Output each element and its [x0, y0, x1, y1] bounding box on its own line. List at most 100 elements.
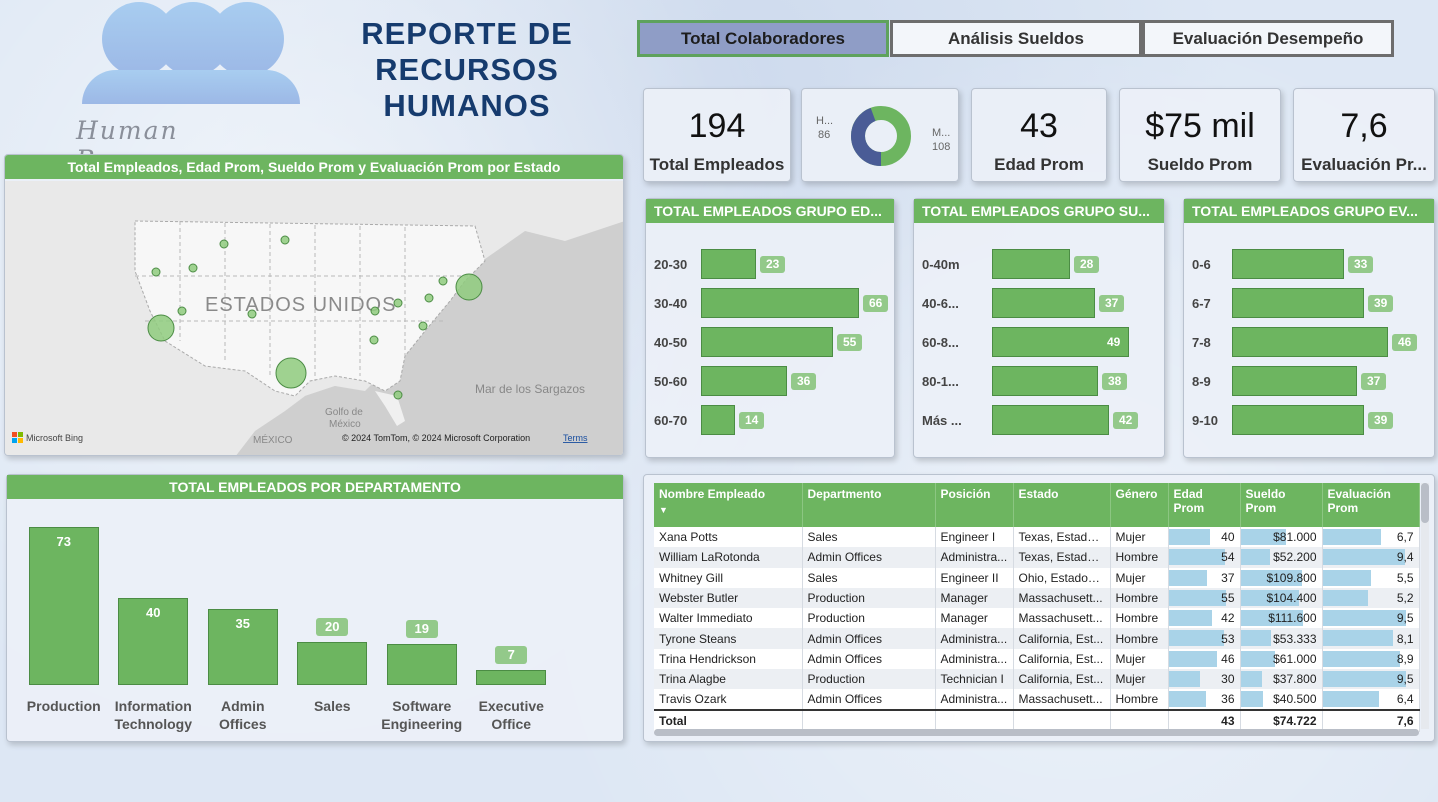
column-header[interactable]: Género — [1110, 483, 1169, 527]
map-bubbles[interactable] — [147, 235, 483, 400]
map-bubble[interactable] — [151, 267, 161, 277]
cell-estado: California, Est... — [1013, 648, 1111, 670]
dept-bar[interactable] — [386, 644, 457, 685]
map-bubble[interactable] — [424, 293, 434, 303]
logo-shoulders-icon — [82, 70, 300, 104]
map-bubble-texas[interactable] — [275, 357, 307, 389]
cell-edad: 42 — [1168, 608, 1241, 629]
data-bar — [1168, 630, 1224, 647]
dept-bar[interactable] — [118, 598, 189, 685]
dept-bar-value-label: 19 — [405, 620, 438, 638]
table-row[interactable]: Whitney Gill Sales Engineer II Ohio, Estado… — [654, 567, 1420, 588]
kpi-value: 7,6 — [1340, 107, 1388, 145]
total-empty-cell — [1013, 708, 1111, 732]
donut-slice-h[interactable] — [851, 106, 911, 166]
cell-eval: 9,5 — [1322, 669, 1420, 690]
tab-total-colaboradores[interactable]: Total Colaboradores — [637, 20, 889, 57]
cell-sueldo: $37.800 — [1240, 669, 1323, 690]
map-bubble[interactable] — [247, 309, 257, 319]
map-bubble[interactable] — [219, 239, 229, 249]
sort-desc-icon[interactable]: ▼ — [659, 505, 668, 515]
scrollbar-thumb[interactable] — [1421, 483, 1429, 523]
hbar-row: 40-50 55 — [646, 327, 896, 359]
hbar-bar[interactable] — [1232, 249, 1344, 279]
cell-value: 53 — [1221, 631, 1235, 646]
hbar-bar[interactable] — [701, 327, 833, 357]
table-row[interactable]: Tyrone Steans Admin Offices Administra... C… — [654, 628, 1420, 649]
hbar-bar[interactable] — [701, 366, 787, 396]
horizontal-scrollbar[interactable] — [654, 729, 1419, 736]
hbar-value-label: 36 — [791, 373, 817, 390]
column-header[interactable]: Sueldo Prom — [1240, 483, 1323, 527]
hbar-value-label: 55 — [837, 334, 863, 351]
data-bar — [1240, 569, 1302, 586]
total-label: Total — [654, 708, 803, 732]
column-header[interactable]: Nombre Empleado ▼ — [654, 483, 803, 527]
hbar-category-label: 20-30 — [654, 257, 688, 272]
hbar-bar[interactable] — [701, 405, 735, 435]
cell-estado: Massachusett... — [1013, 608, 1111, 629]
cell-genero: Hombre — [1110, 547, 1169, 568]
data-bar — [1240, 549, 1270, 566]
cell-value: 5,2 — [1396, 591, 1414, 606]
gender-donut[interactable] — [850, 105, 912, 167]
column-header[interactable]: Edad Prom — [1168, 483, 1241, 527]
column-header[interactable]: Evaluación Prom — [1322, 483, 1420, 527]
hbar-bar[interactable] — [1232, 327, 1388, 357]
hbar-bar[interactable] — [1232, 405, 1364, 435]
map-gulf-label-1: Golfo de — [325, 407, 363, 418]
tab-evaluacion-desempeno[interactable]: Evaluación Desempeño — [1142, 20, 1394, 57]
cell-name: Trina Hendrickson — [654, 648, 803, 670]
hbar-bar[interactable] — [701, 288, 859, 318]
vertical-scrollbar[interactable] — [1421, 483, 1429, 729]
map-bubble[interactable] — [393, 390, 403, 400]
map-bubble-california[interactable] — [147, 314, 175, 342]
table-row[interactable]: Walter Immediato Production Manager Massach… — [654, 608, 1420, 629]
hbar-bar[interactable] — [1232, 288, 1364, 318]
map-bubble-massachusetts[interactable] — [455, 273, 483, 301]
dept-bar[interactable] — [476, 670, 547, 685]
dept-bar[interactable] — [297, 642, 368, 685]
dept-category-line: Engineering — [381, 716, 463, 732]
map-bubble[interactable] — [370, 306, 380, 316]
cell-estado: California, Est... — [1013, 628, 1111, 649]
map-bubble[interactable] — [188, 263, 198, 273]
table-row[interactable]: Xana Potts Sales Engineer I Texas, Estados.… — [654, 527, 1420, 548]
cell-edad: 36 — [1168, 689, 1241, 710]
hbar-bar[interactable] — [992, 249, 1070, 279]
data-bar — [1168, 569, 1207, 586]
tab-analisis-sueldos[interactable]: Análisis Sueldos — [890, 20, 1142, 57]
column-header[interactable]: Departmento — [802, 483, 936, 527]
hbar-bar[interactable] — [992, 327, 1129, 357]
map-bubble[interactable] — [280, 235, 290, 245]
map-bubble[interactable] — [177, 306, 187, 316]
table-row[interactable]: Trina Hendrickson Admin Offices Administra… — [654, 648, 1420, 670]
hbar-bar[interactable] — [1232, 366, 1357, 396]
map-view[interactable]: ESTADOS UNIDOS Mar de los Sargazos Golfo… — [5, 181, 624, 456]
cell-genero: Mujer — [1110, 648, 1169, 670]
dept-bar[interactable] — [28, 527, 99, 685]
table-row[interactable]: Trina Alagbe Production Technician I Califo… — [654, 669, 1420, 690]
map-bubble[interactable] — [418, 321, 428, 331]
table-row[interactable]: Webster Butler Production Manager Massachus… — [654, 587, 1420, 609]
column-header[interactable]: Estado — [1013, 483, 1111, 527]
hbar-bar[interactable] — [992, 288, 1095, 318]
map-terms-link[interactable]: Terms — [563, 433, 588, 443]
dept-bar[interactable] — [207, 609, 278, 685]
table-row[interactable]: Travis Ozark Admin Offices Administra... Ma… — [654, 689, 1420, 710]
table-row[interactable]: William LaRotonda Admin Offices Administra… — [654, 547, 1420, 568]
hbar-bar[interactable] — [992, 366, 1098, 396]
map-bubble[interactable] — [393, 298, 403, 308]
column-header-line: Sueldo — [1245, 487, 1286, 501]
map-bubble[interactable] — [438, 276, 448, 286]
hbar-value-label: 66 — [863, 295, 889, 312]
map-bubble[interactable] — [369, 335, 379, 345]
column-header[interactable]: Posición — [935, 483, 1014, 527]
data-bar — [1322, 630, 1393, 647]
map-florida — [375, 391, 405, 426]
kpi-label: Edad Prom — [994, 155, 1084, 174]
hbar-row: 80-1... 38 — [914, 366, 1166, 398]
cell-dept: Admin Offices — [802, 547, 936, 568]
hbar-bar[interactable] — [701, 249, 756, 279]
hbar-bar[interactable] — [992, 405, 1109, 435]
